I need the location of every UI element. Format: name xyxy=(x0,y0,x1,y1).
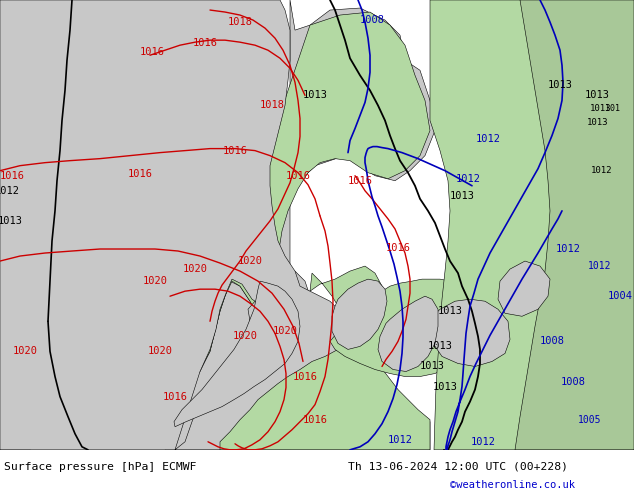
Text: 1008: 1008 xyxy=(540,336,564,346)
Text: 1005: 1005 xyxy=(578,415,602,425)
Text: 1016: 1016 xyxy=(302,415,328,425)
Text: Surface pressure [hPa] ECMWF: Surface pressure [hPa] ECMWF xyxy=(4,462,197,472)
Text: 1020: 1020 xyxy=(143,276,167,286)
Text: 1013: 1013 xyxy=(427,342,453,351)
Text: 1020: 1020 xyxy=(13,346,38,356)
Text: 1018: 1018 xyxy=(259,100,285,110)
Text: 1012: 1012 xyxy=(455,174,481,184)
Polygon shape xyxy=(220,266,430,450)
Polygon shape xyxy=(130,30,200,80)
Text: 1020: 1020 xyxy=(233,331,257,342)
Text: 1013: 1013 xyxy=(587,118,609,127)
Text: 1013: 1013 xyxy=(0,216,22,226)
Text: 1018: 1018 xyxy=(228,17,252,27)
Text: 1004: 1004 xyxy=(607,291,633,301)
Text: 1020: 1020 xyxy=(148,346,172,356)
Text: 1020: 1020 xyxy=(183,264,207,274)
Polygon shape xyxy=(222,55,240,70)
Text: 1016: 1016 xyxy=(193,38,217,48)
Polygon shape xyxy=(190,12,430,382)
Text: 1013: 1013 xyxy=(590,104,612,113)
Polygon shape xyxy=(498,261,550,316)
Text: 1013: 1013 xyxy=(420,362,444,371)
Text: 1012: 1012 xyxy=(387,435,413,445)
Text: 1013: 1013 xyxy=(302,90,328,100)
Text: 1012: 1012 xyxy=(588,261,612,271)
Text: 1020: 1020 xyxy=(273,326,297,336)
Text: 1016: 1016 xyxy=(285,171,311,181)
Text: 1013: 1013 xyxy=(432,382,458,392)
Polygon shape xyxy=(515,0,634,450)
Text: 1012: 1012 xyxy=(476,134,500,144)
Text: 1016: 1016 xyxy=(162,392,188,402)
Polygon shape xyxy=(165,0,435,450)
Text: 1016: 1016 xyxy=(223,146,247,156)
Text: Th 13-06-2024 12:00 UTC (00+228): Th 13-06-2024 12:00 UTC (00+228) xyxy=(348,462,568,472)
Text: 1016: 1016 xyxy=(139,47,164,57)
Text: 1008: 1008 xyxy=(560,376,586,387)
Text: 1016: 1016 xyxy=(385,243,410,253)
Polygon shape xyxy=(174,281,300,427)
Text: 1008: 1008 xyxy=(359,15,384,25)
Text: 1013: 1013 xyxy=(437,306,462,316)
Polygon shape xyxy=(332,279,387,349)
Polygon shape xyxy=(430,299,510,367)
Text: 1016: 1016 xyxy=(347,176,373,186)
Text: 1012: 1012 xyxy=(592,166,612,175)
Polygon shape xyxy=(330,279,480,376)
Text: 1012: 1012 xyxy=(0,186,20,196)
Text: 1013: 1013 xyxy=(548,80,573,90)
Text: 1016: 1016 xyxy=(127,169,153,179)
Text: 1012: 1012 xyxy=(555,244,581,254)
Polygon shape xyxy=(260,271,310,336)
Text: 101: 101 xyxy=(605,104,621,113)
Text: 1016: 1016 xyxy=(0,171,25,181)
Polygon shape xyxy=(430,0,634,450)
Polygon shape xyxy=(0,0,430,450)
Text: 1013: 1013 xyxy=(585,90,609,100)
Polygon shape xyxy=(0,0,70,450)
Text: 1016: 1016 xyxy=(292,371,318,382)
Text: 1020: 1020 xyxy=(238,256,262,266)
Polygon shape xyxy=(378,296,438,371)
Polygon shape xyxy=(248,296,268,321)
Text: 1012: 1012 xyxy=(470,437,496,447)
Text: ©weatheronline.co.uk: ©weatheronline.co.uk xyxy=(450,480,575,490)
Text: 1013: 1013 xyxy=(450,191,474,201)
